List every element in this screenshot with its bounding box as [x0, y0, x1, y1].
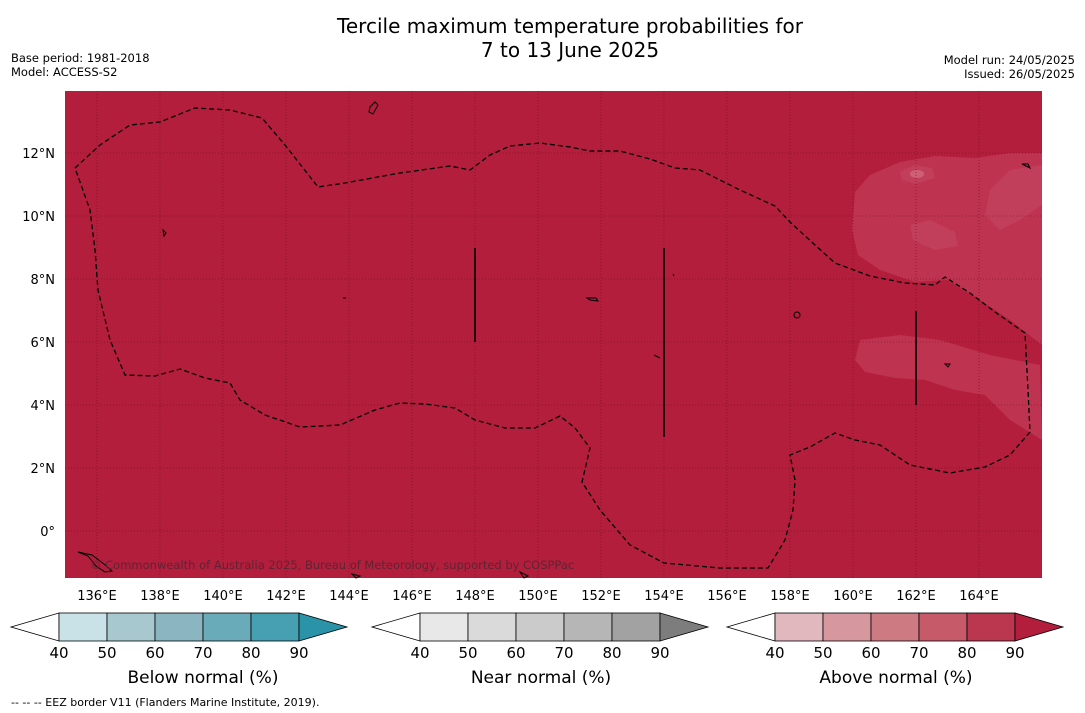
- lat-label: 6°N: [31, 336, 56, 351]
- colorbar-tick-label: 80: [957, 644, 976, 662]
- metadata-right: Model run: 24/05/2025 Issued: 26/05/2025: [944, 53, 1075, 81]
- vertical-marker-lines: [474, 248, 917, 437]
- lon-label: 140°E: [203, 589, 243, 604]
- eez-footnote: -- -- -- EEZ border V11 (Flanders Marine…: [11, 696, 320, 709]
- lat-label: 8°N: [31, 273, 56, 288]
- lon-label: 164°E: [959, 589, 999, 604]
- colorbar-tick-label: 40: [410, 644, 429, 662]
- colorbar-extension-low: [370, 612, 421, 642]
- near-normal-label: Near normal (%): [470, 668, 612, 688]
- colorbar-segment: [154, 612, 204, 642]
- colorbar-tick-label: 40: [765, 644, 784, 662]
- colorbar-segment: [58, 612, 108, 642]
- copyright-text: © Commonwealth of Australia 2025, Bureau…: [90, 558, 574, 572]
- lon-label: 148°E: [455, 589, 495, 604]
- colorbar-tick-label: 90: [1005, 644, 1024, 662]
- colorbar-tick-label: 80: [602, 644, 621, 662]
- colorbar-tick-label: 50: [813, 644, 832, 662]
- model-name: Model: ACCESS-S2: [11, 65, 118, 79]
- lon-label: 152°E: [581, 589, 621, 604]
- colorbar-tick-label: 60: [145, 644, 164, 662]
- colorbar-tick-label: 90: [650, 644, 669, 662]
- metadata-left: Base period: 1981-2018 Model: ACCESS-S2: [11, 51, 150, 79]
- colorbar-tick-label: 40: [49, 644, 68, 662]
- below-normal-label: Below normal (%): [127, 668, 279, 688]
- issued-date: Issued: 26/05/2025: [964, 67, 1075, 81]
- colorbar-segment: [822, 612, 872, 642]
- map-panel: © Commonwealth of Australia 2025, Bureau…: [65, 91, 1042, 579]
- title-line-2: 7 to 13 June 2025: [480, 38, 660, 62]
- lon-label: 142°E: [266, 589, 306, 604]
- base-period: Base period: 1981-2018: [11, 51, 150, 65]
- colorbar-tick-label: 70: [554, 644, 573, 662]
- colorbar-segment: [774, 612, 824, 642]
- land-outlines: [77, 101, 1032, 579]
- title-line-1: Tercile maximum temperature probabilitie…: [337, 14, 803, 38]
- lat-label: 2°N: [31, 462, 56, 477]
- above-normal-colorbar: 40 50 60 70 80 90: [725, 612, 1065, 662]
- colorbar-segment: [467, 612, 517, 642]
- colorbar-tick-label: 80: [241, 644, 260, 662]
- colorbar-tick-label: 60: [506, 644, 525, 662]
- lat-label: 12°N: [22, 147, 55, 162]
- colorbar-tick-label: 50: [458, 644, 477, 662]
- lat-label: 4°N: [31, 399, 56, 414]
- map-title: Tercile maximum temperature probabilitie…: [0, 14, 1085, 62]
- latitude-labels: 12°N 10°N 8°N 6°N 4°N 2°N 0°: [22, 147, 55, 540]
- model-run: Model run: 24/05/2025: [943, 53, 1075, 67]
- lat-label: 0°: [40, 525, 55, 540]
- eez-border: [74, 107, 1031, 569]
- colorbar-extension-high: [298, 612, 349, 642]
- colorbar-segment: [202, 612, 252, 642]
- colorbar-tick-label: 60: [861, 644, 880, 662]
- lon-label: 160°E: [833, 589, 873, 604]
- lon-label: 158°E: [770, 589, 810, 604]
- near-normal-colorbar: 40 50 60 70 80 90: [370, 612, 710, 662]
- longitude-labels: 136°E 138°E 140°E 142°E 144°E 146°E 148°…: [77, 589, 999, 604]
- colorbar-extension-low: [9, 612, 60, 642]
- colorbar-segment: [419, 612, 469, 642]
- colorbar-tick-label: 70: [909, 644, 928, 662]
- lon-label: 136°E: [77, 589, 117, 604]
- colorbar-extension-high: [659, 612, 710, 642]
- colorbar-segment: [918, 612, 968, 642]
- below-normal-colorbar: 40 50 60 70 80 90: [9, 612, 349, 662]
- colorbar-segment: [966, 612, 1016, 642]
- above-normal-80-region: [852, 153, 1042, 440]
- gridlines: [65, 91, 1042, 578]
- colorbar-segment: [515, 612, 565, 642]
- lon-label: 146°E: [392, 589, 432, 604]
- above-normal-label: Above normal (%): [819, 668, 973, 688]
- colorbar-extension-low: [725, 612, 776, 642]
- colorbar-segment: [563, 612, 613, 642]
- lon-label: 150°E: [518, 589, 558, 604]
- lon-label: 162°E: [896, 589, 936, 604]
- colorbar-tick-label: 50: [97, 644, 116, 662]
- colorbar-extension-high: [1014, 612, 1065, 642]
- lon-label: 154°E: [644, 589, 684, 604]
- lat-label: 10°N: [22, 210, 55, 225]
- colorbar-segment: [106, 612, 156, 642]
- colorbar-tick-label: 70: [193, 644, 212, 662]
- colorbar-segment: [611, 612, 661, 642]
- lon-label: 144°E: [329, 589, 369, 604]
- colorbar-segment: [870, 612, 920, 642]
- lon-label: 156°E: [707, 589, 747, 604]
- colorbar-tick-label: 90: [289, 644, 308, 662]
- colorbar-segment: [250, 612, 300, 642]
- colorbar-legends: 40 50 60 70 80 90 40 50 60 70 80 90 40 50 60 70 80 90: [9, 612, 1065, 662]
- lon-label: 138°E: [140, 589, 180, 604]
